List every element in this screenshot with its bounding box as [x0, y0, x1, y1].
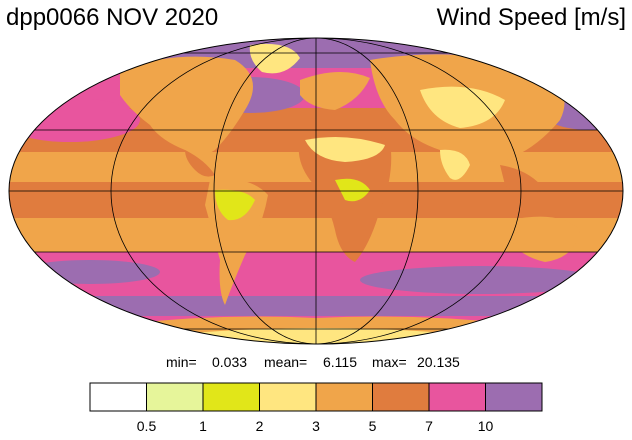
land-australia [510, 216, 580, 262]
land-greenland [249, 43, 300, 74]
land-central-africa [335, 178, 370, 202]
land-north-america [120, 56, 253, 155]
colorbar-swatch-1 [146, 382, 204, 412]
colorbar-tick-label: 10 [477, 418, 494, 434]
colorbar-swatch-6 [428, 382, 486, 412]
land-central-asia [420, 86, 505, 128]
plot-title-experiment: dpp0066 NOV 2020 [6, 4, 219, 31]
stat-min-label: min= [166, 354, 197, 370]
colorbar-tick-label: 5 [368, 418, 377, 434]
land-india [440, 149, 470, 180]
stat-min-value: 0.033 [212, 354, 248, 370]
stat-max-value: 20.135 [417, 354, 460, 370]
land-central-america [185, 150, 215, 177]
colorbar-tick-label: 2 [255, 418, 264, 434]
stat-mean-value: 6.115 [323, 354, 357, 370]
land-europe [300, 71, 370, 110]
stat-mean-label: mean= [264, 354, 308, 370]
graticule-meridians [110, 38, 522, 344]
colorbar-swatch-3 [259, 382, 317, 412]
colorbar-swatch-5 [372, 382, 430, 412]
colorbar-swatch-0 [89, 382, 147, 412]
colorbar-tick-label: 1 [199, 418, 207, 434]
stat-max-label: max= [372, 354, 407, 370]
world-map-mollweide [8, 37, 624, 345]
colorbar-tick-label: 3 [312, 418, 320, 434]
patch-south-indian [360, 266, 600, 294]
plot-title-variable: Wind Speed [m/s] [436, 4, 626, 31]
colorbar-swatch-4 [315, 382, 373, 412]
colorbar-tick-label: 7 [425, 418, 433, 434]
colorbar-swatch-7 [485, 382, 543, 412]
land-amazon [215, 189, 255, 221]
land-southeast-asia [500, 165, 545, 194]
map-outline [8, 37, 624, 345]
colorbar-swatch-2 [202, 382, 260, 412]
colorbar-tick-label: 0.5 [136, 418, 157, 434]
land-sahara [305, 136, 385, 162]
